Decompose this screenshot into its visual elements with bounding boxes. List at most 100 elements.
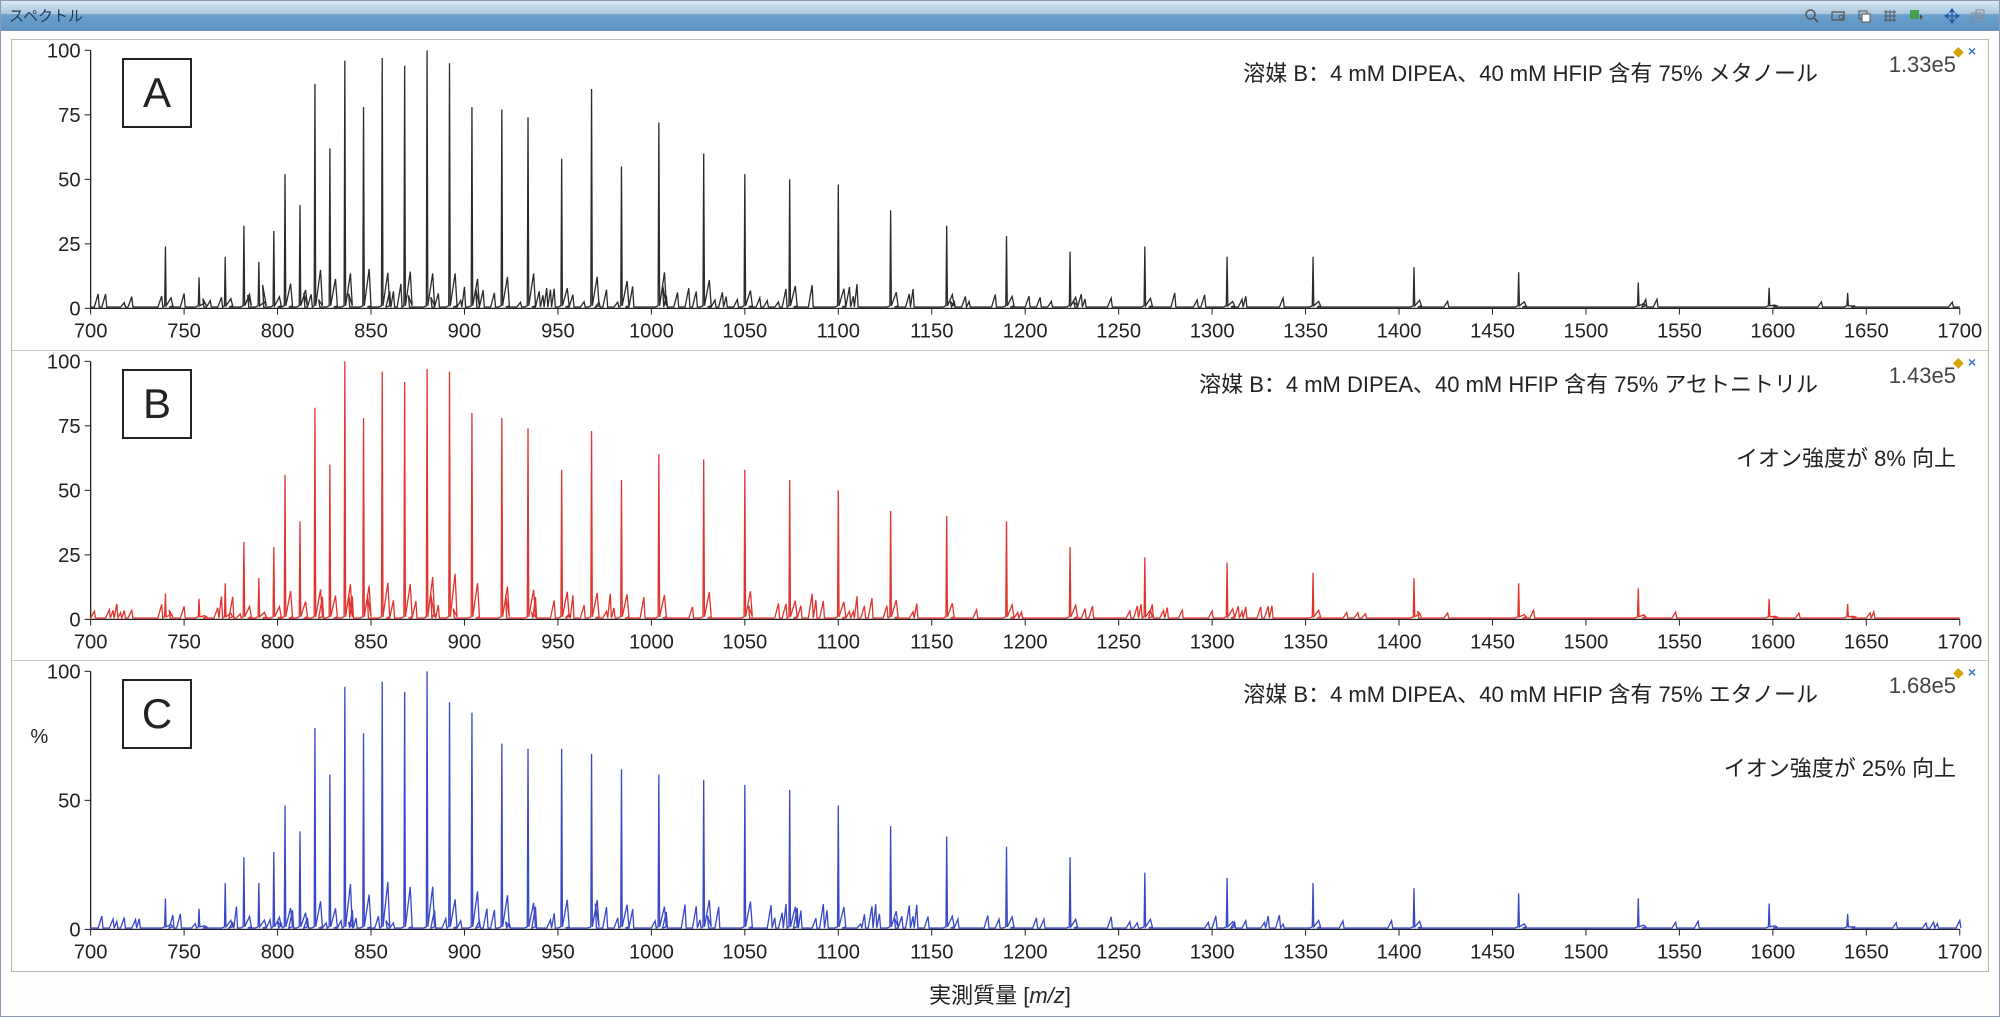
svg-text:1350: 1350 xyxy=(1283,631,1328,653)
spectra-stack: A 溶媒 B：4 mM DIPEA、40 mM HFIP 含有 75% メタノール… xyxy=(11,39,1989,972)
window-title: スペクトル xyxy=(9,5,1799,26)
svg-text:1100: 1100 xyxy=(817,631,860,653)
svg-text:700: 700 xyxy=(74,320,108,342)
xaxis-label-var: m/z xyxy=(1029,983,1064,1008)
close-icon[interactable]: × xyxy=(1968,355,1976,369)
svg-text:1500: 1500 xyxy=(1564,631,1609,653)
svg-text:1500: 1500 xyxy=(1564,320,1609,342)
copy-icon[interactable] xyxy=(1853,5,1875,27)
svg-text:1600: 1600 xyxy=(1750,631,1795,653)
pin-icon[interactable]: ◆ xyxy=(1953,665,1964,679)
improvement-label: イオン強度が 25% 向上 xyxy=(1724,751,1956,783)
svg-text:100: 100 xyxy=(47,351,81,373)
svg-text:%: % xyxy=(30,726,48,748)
svg-text:50: 50 xyxy=(58,480,80,502)
svg-text:1350: 1350 xyxy=(1283,320,1328,342)
xaxis-label-prefix: 実測質量 [ xyxy=(929,983,1029,1008)
svg-text:1650: 1650 xyxy=(1844,631,1889,653)
svg-text:1650: 1650 xyxy=(1844,320,1889,342)
svg-text:1300: 1300 xyxy=(1190,941,1235,963)
svg-text:1550: 1550 xyxy=(1657,631,1702,653)
search-icon[interactable] xyxy=(1801,5,1823,27)
svg-text:1000: 1000 xyxy=(629,631,674,653)
svg-text:900: 900 xyxy=(448,320,482,342)
svg-text:100: 100 xyxy=(47,662,81,684)
popout-icon[interactable] xyxy=(1967,5,1989,27)
svg-text:1350: 1350 xyxy=(1283,941,1328,963)
pin-icon[interactable]: ◆ xyxy=(1953,44,1964,58)
svg-text:50: 50 xyxy=(58,791,80,813)
spectrum-window: スペクトル A 溶媒 B：4 mM DIPEA、40 mM HFIP 含有 75%… xyxy=(0,0,2000,1017)
condition-label: 溶媒 B：4 mM DIPEA、40 mM HFIP 含有 75% アセトニトリ… xyxy=(1199,367,1818,399)
panel-letter: A xyxy=(122,58,192,128)
svg-text:1550: 1550 xyxy=(1657,320,1702,342)
svg-text:1700: 1700 xyxy=(1937,320,1982,342)
svg-text:950: 950 xyxy=(541,631,575,653)
pin-icon[interactable]: ◆ xyxy=(1953,355,1964,369)
spectrum-panel-C: C 溶媒 B：4 mM DIPEA、40 mM HFIP 含有 75% エタノール… xyxy=(12,661,1988,971)
close-icon[interactable]: × xyxy=(1968,44,1976,58)
svg-text:750: 750 xyxy=(167,320,201,342)
svg-text:1550: 1550 xyxy=(1657,941,1702,963)
condition-label: 溶媒 B：4 mM DIPEA、40 mM HFIP 含有 75% メタノール xyxy=(1243,56,1818,88)
intensity-value: 1.33e5 xyxy=(1889,52,1956,78)
svg-text:1150: 1150 xyxy=(910,631,953,653)
svg-text:950: 950 xyxy=(541,941,575,963)
svg-text:1450: 1450 xyxy=(1470,941,1515,963)
panel-letter: B xyxy=(122,369,192,439)
svg-text:0: 0 xyxy=(69,920,80,942)
intensity-value: 1.43e5 xyxy=(1889,363,1956,389)
svg-text:1150: 1150 xyxy=(910,320,953,342)
svg-text:850: 850 xyxy=(354,631,388,653)
close-icon[interactable]: × xyxy=(1968,665,1976,679)
svg-text:1300: 1300 xyxy=(1190,631,1235,653)
svg-text:1100: 1100 xyxy=(817,941,860,963)
svg-text:1200: 1200 xyxy=(1003,941,1048,963)
svg-text:850: 850 xyxy=(354,941,388,963)
panel-mini-icons: ◆× xyxy=(1953,355,1976,369)
svg-text:700: 700 xyxy=(74,631,108,653)
svg-text:900: 900 xyxy=(448,941,482,963)
svg-text:1150: 1150 xyxy=(910,941,953,963)
svg-text:1650: 1650 xyxy=(1844,941,1889,963)
svg-text:75: 75 xyxy=(58,416,80,438)
svg-text:0: 0 xyxy=(69,609,80,631)
svg-text:850: 850 xyxy=(354,320,388,342)
svg-text:900: 900 xyxy=(448,631,482,653)
improvement-label: イオン強度が 8% 向上 xyxy=(1736,441,1956,473)
panel-mini-icons: ◆× xyxy=(1953,44,1976,58)
svg-text:1450: 1450 xyxy=(1470,631,1515,653)
svg-text:1700: 1700 xyxy=(1937,631,1982,653)
svg-text:1250: 1250 xyxy=(1096,320,1141,342)
spectrum-panel-A: A 溶媒 B：4 mM DIPEA、40 mM HFIP 含有 75% メタノール… xyxy=(12,40,1988,351)
condition-label: 溶媒 B：4 mM DIPEA、40 mM HFIP 含有 75% エタノール xyxy=(1243,677,1818,709)
panel-body: A 溶媒 B：4 mM DIPEA、40 mM HFIP 含有 75% メタノール… xyxy=(1,31,1999,1016)
svg-text:800: 800 xyxy=(261,320,295,342)
svg-text:1250: 1250 xyxy=(1096,941,1141,963)
svg-text:1200: 1200 xyxy=(1003,631,1048,653)
svg-text:1500: 1500 xyxy=(1564,941,1609,963)
svg-text:1300: 1300 xyxy=(1190,320,1235,342)
svg-text:1100: 1100 xyxy=(817,320,860,342)
move-icon[interactable] xyxy=(1941,5,1963,27)
svg-text:1400: 1400 xyxy=(1377,320,1422,342)
panel-mini-icons: ◆× xyxy=(1953,665,1976,679)
zoom-rect-icon[interactable] xyxy=(1827,5,1849,27)
svg-text:750: 750 xyxy=(167,941,201,963)
svg-text:1050: 1050 xyxy=(722,941,767,963)
svg-text:1200: 1200 xyxy=(1003,320,1048,342)
export-menu-icon[interactable] xyxy=(1905,5,1927,27)
grid-icon[interactable] xyxy=(1879,5,1901,27)
xaxis-label: 実測質量 [m/z] xyxy=(11,972,1989,1012)
svg-text:1000: 1000 xyxy=(629,320,674,342)
panel-letter: C xyxy=(122,679,192,749)
svg-text:1700: 1700 xyxy=(1937,941,1982,963)
svg-text:750: 750 xyxy=(167,631,201,653)
svg-text:25: 25 xyxy=(58,545,80,567)
titlebar: スペクトル xyxy=(1,1,1999,31)
svg-text:800: 800 xyxy=(261,631,295,653)
svg-text:50: 50 xyxy=(58,169,80,191)
svg-text:1050: 1050 xyxy=(722,631,767,653)
spectrum-panel-B: B 溶媒 B：4 mM DIPEA、40 mM HFIP 含有 75% アセトニト… xyxy=(12,351,1988,662)
svg-text:950: 950 xyxy=(541,320,575,342)
